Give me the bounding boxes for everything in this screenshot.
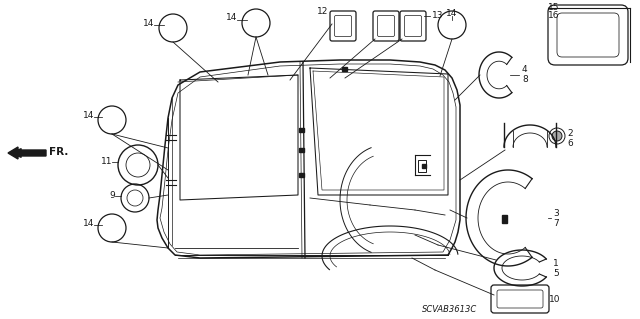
Text: SCVAB3613C: SCVAB3613C [422,305,477,314]
Text: 14: 14 [83,112,94,121]
Circle shape [552,131,562,141]
Text: FR.: FR. [49,147,68,157]
Text: 10: 10 [549,294,561,303]
Bar [502,215,507,223]
FancyArrow shape [8,147,46,159]
Text: 8: 8 [522,76,528,85]
Bar [299,148,304,152]
Bar [422,164,426,168]
Text: 14: 14 [446,9,458,18]
Bar [418,160,426,172]
Text: 14: 14 [226,13,237,23]
Text: 13: 13 [432,11,444,20]
Text: 14: 14 [83,219,94,228]
Text: 5: 5 [553,270,559,278]
Text: 3: 3 [553,209,559,218]
Text: 16: 16 [548,11,559,20]
Text: 11: 11 [100,157,112,166]
Text: 4: 4 [522,65,527,75]
Bar [342,67,347,71]
Text: 6: 6 [567,138,573,147]
Text: 2: 2 [567,129,573,137]
Bar [299,128,304,132]
Text: 12: 12 [317,8,328,17]
Text: 9: 9 [109,190,115,199]
Text: 1: 1 [553,259,559,269]
Bar [299,173,304,177]
Text: 14: 14 [143,19,154,28]
Text: 7: 7 [553,219,559,227]
Text: 15: 15 [548,3,559,11]
